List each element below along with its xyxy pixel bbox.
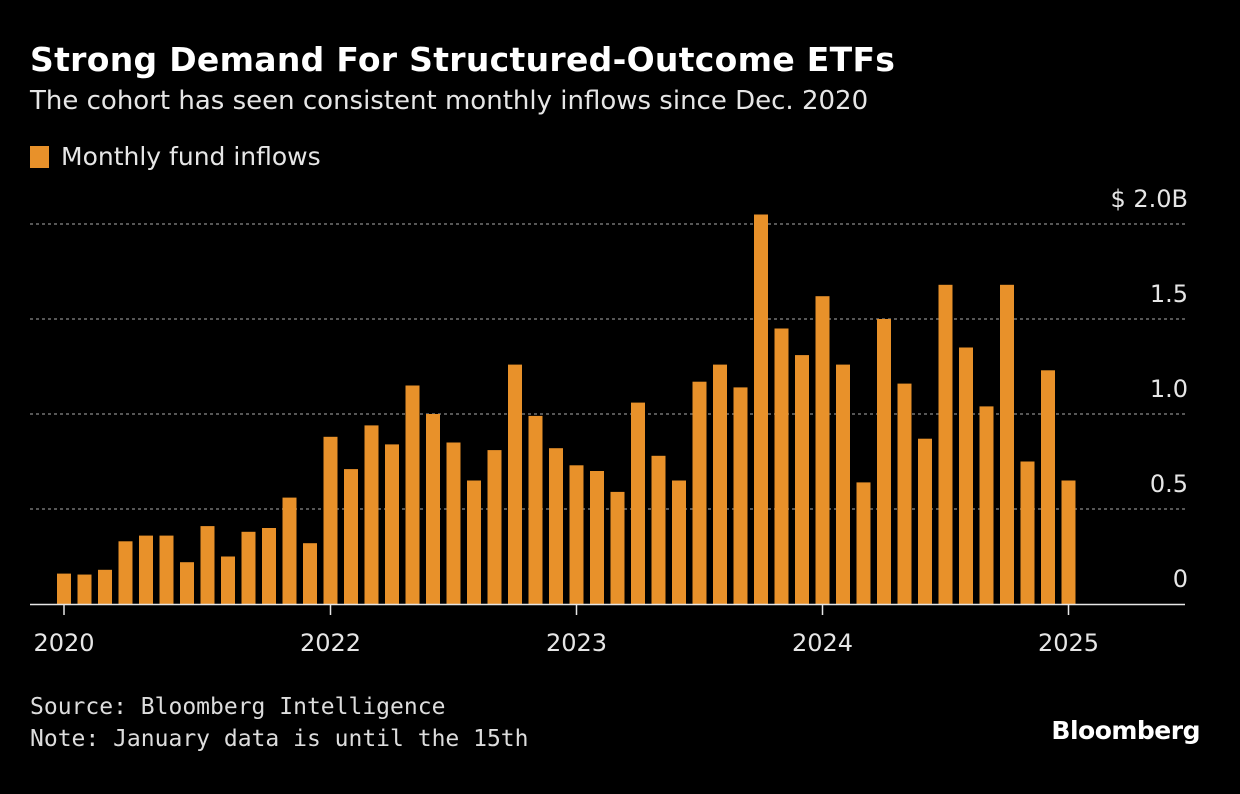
bar [610, 491, 625, 604]
bar [959, 347, 973, 604]
bar [897, 383, 912, 604]
y-tick-label: 0 [1173, 565, 1188, 593]
bar [1061, 480, 1076, 604]
bar [262, 528, 276, 604]
bar [303, 543, 317, 604]
y-tick-label: $ 2.0B [1110, 185, 1188, 213]
bar [754, 214, 768, 604]
x-tick-label: 2022 [300, 629, 361, 657]
bar [856, 482, 871, 604]
bar [631, 402, 645, 604]
bar [57, 573, 71, 604]
bar [651, 455, 666, 604]
bar [733, 387, 748, 604]
bar [1000, 284, 1014, 604]
bar [979, 406, 994, 604]
bar [405, 385, 420, 604]
bar [487, 450, 502, 604]
y-tick-label: 1.5 [1150, 280, 1188, 308]
bar [159, 535, 174, 604]
axes: 0 0.5 1.0 1.5 $ 2.0B 2020 2022 2023 2024 2025 [30, 185, 1188, 657]
bar [815, 296, 830, 604]
bar [1041, 370, 1055, 604]
x-tick-label: 2020 [33, 629, 94, 657]
bar [385, 444, 399, 604]
bar [241, 531, 256, 604]
bar [938, 284, 953, 604]
x-tick-label: 2024 [792, 629, 853, 657]
bar [139, 535, 153, 604]
bar [672, 480, 686, 604]
legend: Monthly fund inflows [30, 142, 321, 171]
bar [323, 436, 338, 604]
chart-title: Strong Demand For Structured-Outcome ETF… [30, 40, 896, 79]
bar [180, 562, 194, 604]
bar [1020, 461, 1035, 604]
bar [364, 425, 379, 604]
bar [508, 364, 522, 604]
bar [569, 465, 584, 604]
bar [446, 442, 461, 604]
bar [282, 497, 297, 604]
legend-label: Monthly fund inflows [61, 142, 321, 171]
bar [77, 574, 92, 604]
legend-swatch [30, 145, 49, 168]
bar [549, 448, 563, 604]
bar [590, 471, 604, 604]
bar [877, 319, 891, 604]
bar [426, 414, 440, 604]
source-note: Source: Bloomberg Intelligence [30, 694, 446, 720]
bar [774, 328, 789, 604]
bar [795, 355, 809, 604]
bar [98, 569, 112, 604]
bar [200, 526, 215, 604]
bar [467, 480, 481, 604]
bar [713, 364, 727, 604]
x-tick-label: 2025 [1038, 629, 1099, 657]
bar [528, 415, 543, 604]
footnote: Note: January data is until the 15th [30, 726, 529, 752]
bar [692, 381, 707, 604]
bar [918, 438, 932, 604]
bar [836, 364, 850, 604]
bloomberg-logo: Bloomberg [1051, 716, 1200, 745]
bar [344, 469, 358, 604]
x-tick-label: 2023 [546, 629, 607, 657]
bars [57, 214, 1076, 604]
bar [118, 541, 133, 604]
y-tick-label: 1.0 [1150, 375, 1188, 403]
y-tick-label: 0.5 [1150, 470, 1188, 498]
bar [221, 556, 235, 604]
chart-subtitle: The cohort has seen consistent monthly i… [30, 86, 869, 116]
